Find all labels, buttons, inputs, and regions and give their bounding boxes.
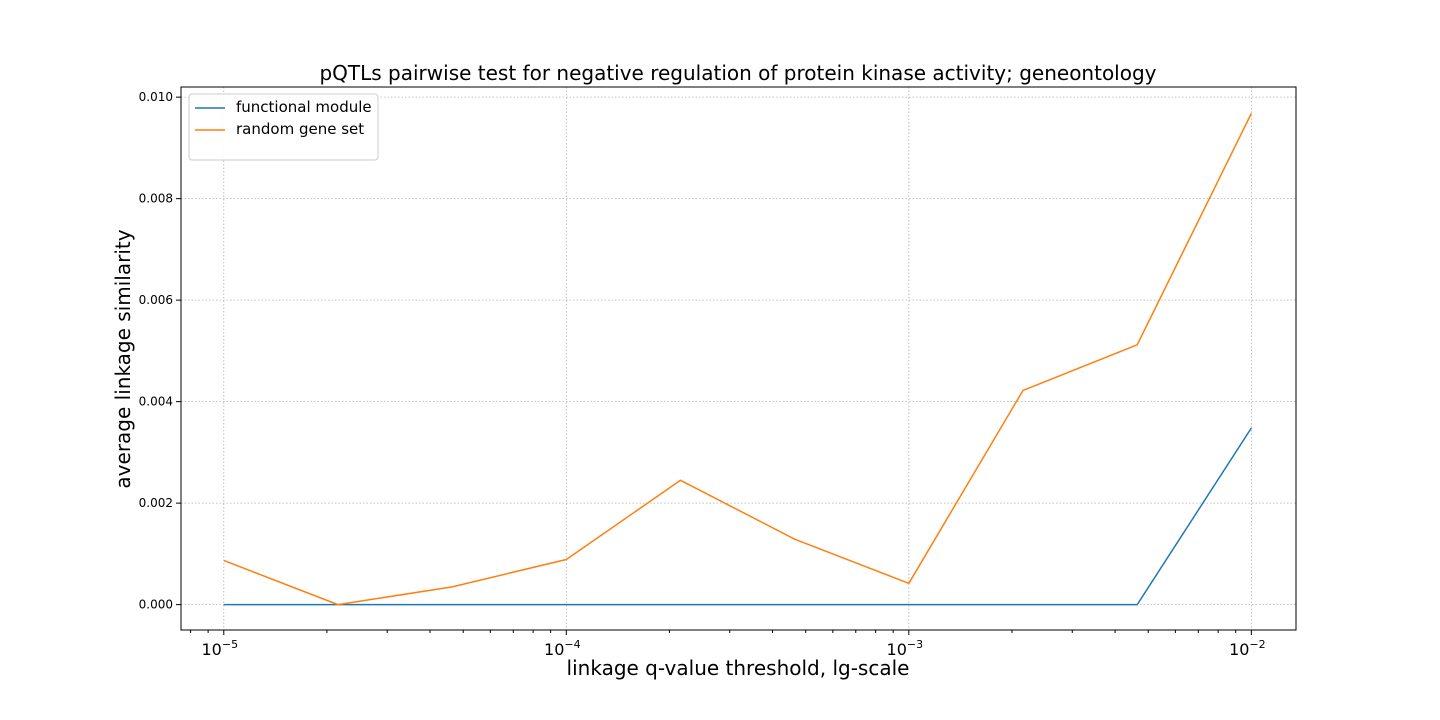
y-tick-labels: 0.000 0.002 0.004 0.006 0.008 0.010	[139, 90, 173, 611]
grid-lines	[181, 87, 1296, 630]
x-tick-labels: 10−5 10−4 10−3 10−2	[202, 638, 1266, 659]
chart-title: pQTLs pairwise test for negative regulat…	[319, 61, 1156, 85]
legend-box	[188, 93, 379, 161]
legend: functional module random gene set	[188, 93, 379, 161]
series-line-1	[223, 113, 1253, 606]
y-tick-label: 0.006	[139, 293, 173, 307]
y-axis-label: average linkage similarity	[111, 229, 135, 488]
x-tick-label: 10−4	[544, 638, 581, 659]
y-tick-label: 0.010	[139, 90, 173, 104]
series-lines	[223, 113, 1253, 606]
legend-label-1: random gene set	[236, 120, 364, 138]
axis-ticks	[176, 96, 1252, 635]
x-tick-label: 10−3	[887, 638, 924, 659]
y-tick-label: 0.000	[139, 598, 173, 612]
x-tick-label: 10−2	[1229, 638, 1266, 659]
plot-frame	[180, 86, 1297, 631]
y-tick-label: 0.008	[139, 192, 173, 206]
legend-label-0: functional module	[236, 98, 372, 116]
y-tick-label: 0.002	[139, 496, 173, 510]
x-axis-label: linkage q-value threshold, lg-scale	[567, 656, 910, 680]
x-tick-label: 10−5	[202, 638, 239, 659]
y-tick-label: 0.004	[139, 395, 173, 409]
series-line-0	[223, 427, 1252, 606]
